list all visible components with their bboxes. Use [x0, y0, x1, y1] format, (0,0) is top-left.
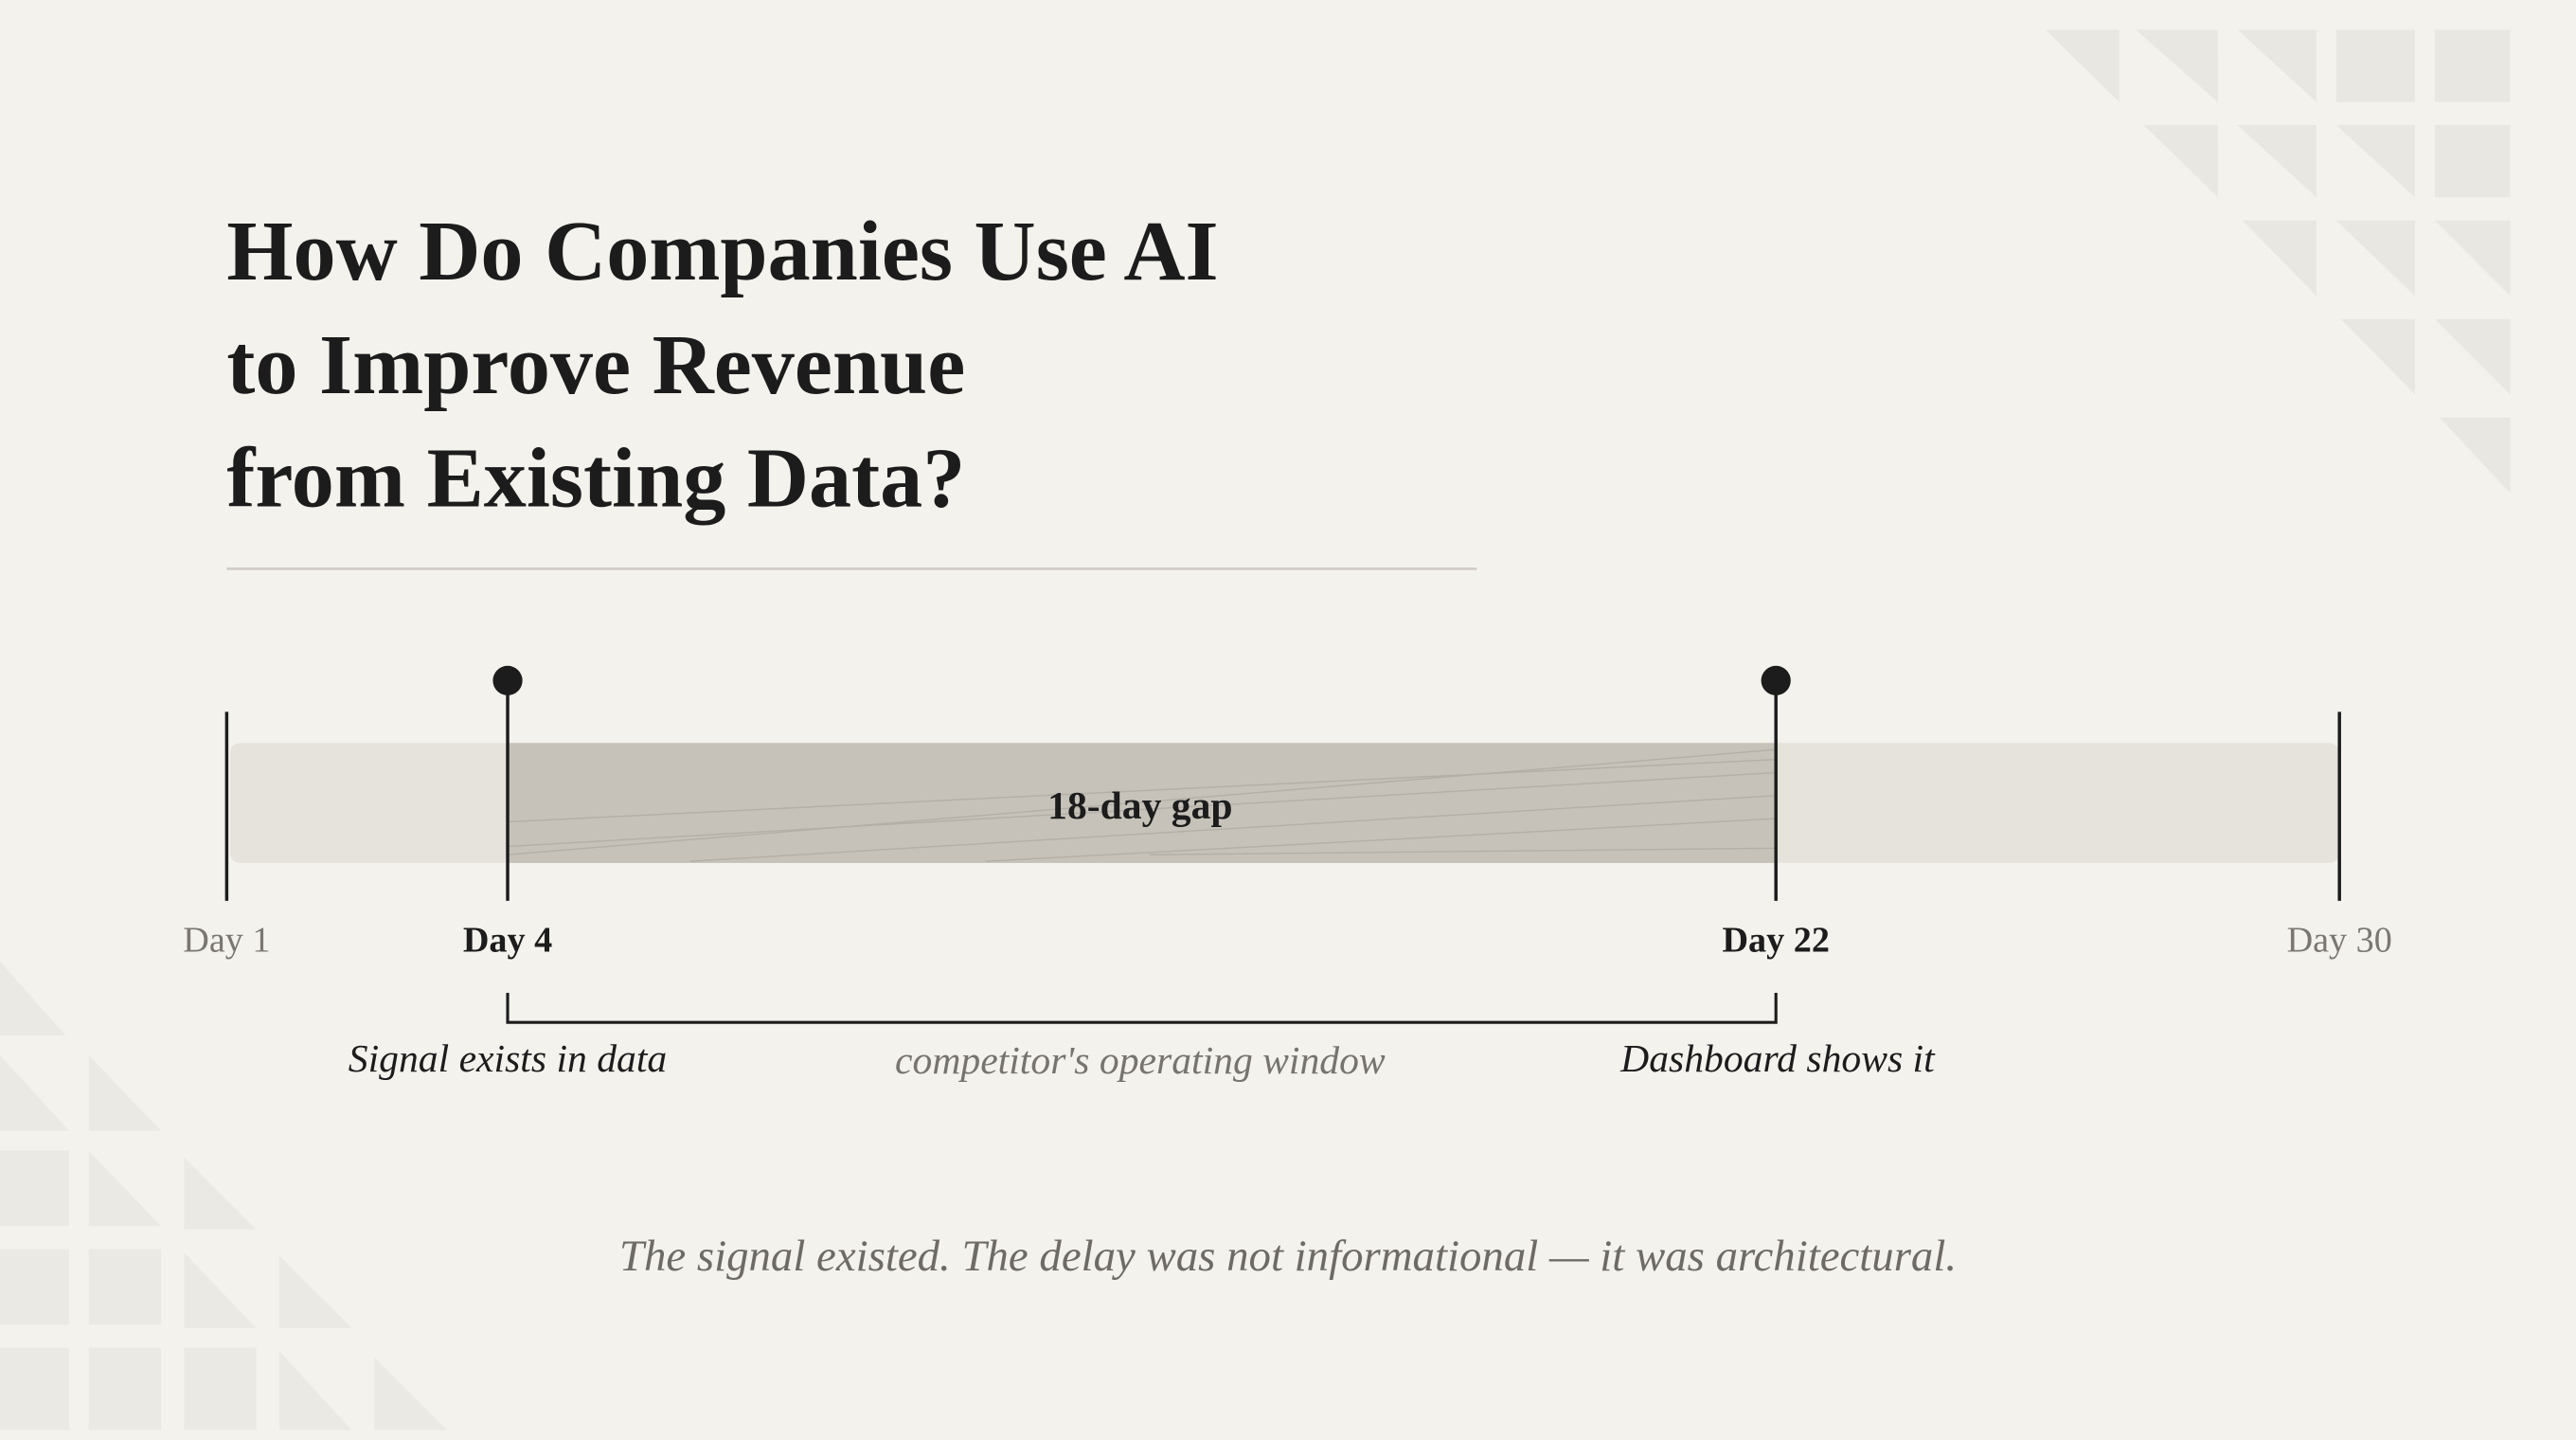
decor-triangle: [2434, 318, 2511, 395]
decor-triangle: [0, 1054, 69, 1131]
decor-square: [88, 1249, 161, 1325]
title-line: to Improve Revenue: [226, 317, 965, 412]
texture-line: [507, 748, 1777, 855]
decor-triangle: [2242, 220, 2317, 297]
title-line: How Do Companies Use AI: [226, 204, 1218, 298]
decor-triangle: [2045, 29, 2120, 102]
decor-triangle: [0, 962, 66, 1036]
decor-square: [0, 1150, 69, 1227]
decor-square: [184, 1347, 257, 1431]
texture-line: [507, 771, 1777, 848]
decor-square: [88, 1347, 161, 1431]
decor-square: [2335, 29, 2415, 102]
decor-triangle: [374, 1358, 447, 1431]
decor-bottom-left: [0, 962, 447, 1431]
decor-square: [2434, 125, 2511, 198]
texture-line: [689, 795, 1777, 862]
decor-triangle: [278, 1255, 352, 1328]
gap-texture: [507, 748, 1777, 862]
decor-square: [0, 1347, 69, 1431]
title-line: from Existing Data?: [226, 430, 965, 525]
decor-triangle: [2237, 29, 2317, 102]
marker-dot: [1761, 665, 1791, 695]
decor-square: [0, 1249, 69, 1325]
texture-line: [1150, 847, 1777, 855]
gap-band: [508, 743, 1777, 863]
tick-label: Day 22: [1722, 921, 1829, 961]
decor-triangle: [2237, 125, 2317, 198]
decor-triangle: [2434, 220, 2511, 297]
decor-triangle: [88, 1054, 161, 1131]
tick-label: Day 4: [463, 921, 552, 961]
tick-label: Day 30: [2287, 921, 2392, 961]
marker-dot: [492, 665, 523, 695]
annotation: Dashboard shows it: [1619, 1037, 1936, 1081]
texture-line: [507, 758, 1777, 823]
footer: The signal existed. The delay was not in…: [619, 1232, 1957, 1281]
annotation: competitor's operating window: [895, 1039, 1386, 1083]
decor-square: [2434, 29, 2511, 102]
bracket: [506, 992, 1778, 1024]
tick-label: Day 1: [183, 921, 270, 961]
decor-top-right: [2045, 29, 2511, 494]
annotation: Signal exists in data: [349, 1037, 667, 1081]
texture-line: [985, 818, 1777, 862]
gap-label: 18-day gap: [1047, 784, 1232, 828]
decor-triangle: [2440, 417, 2511, 494]
